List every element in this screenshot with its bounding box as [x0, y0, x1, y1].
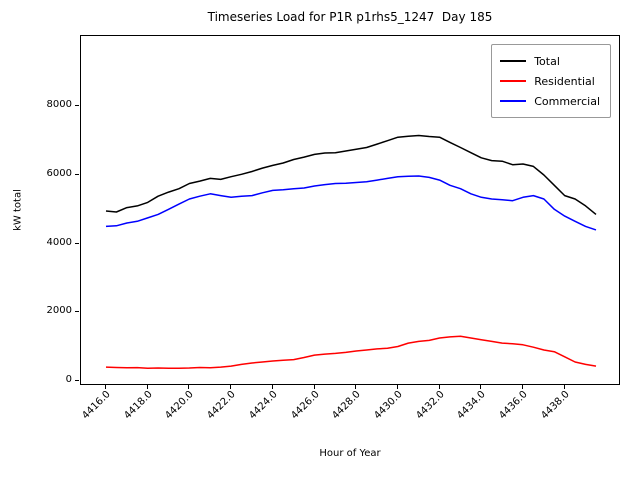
x-tick-mark [480, 385, 482, 389]
x-tick-mark [271, 385, 273, 389]
y-axis-label: kW total [12, 189, 24, 231]
legend-entry-total: Total [500, 51, 600, 71]
series-plot [105, 134, 597, 370]
x-tick-label: 4432.0 [413, 389, 447, 422]
legend-entry-commercial: Commercial [500, 91, 600, 111]
x-tick-label: 4416.0 [80, 389, 113, 422]
chart-title: Timeseries Load for P1R p1rhs5_1247 Day … [207, 10, 493, 24]
y-tick-mark [75, 242, 79, 244]
x-tick-mark [355, 385, 357, 389]
x-tick-mark [313, 385, 315, 389]
y-tick-mark [75, 311, 79, 313]
x-tick-label: 4418.0 [121, 389, 155, 422]
x-tick-label: 4426.0 [288, 389, 322, 422]
legend-label: Residential [534, 74, 595, 88]
y-tick-label: 8000 [46, 99, 72, 111]
x-tick-label: 4436.0 [497, 389, 530, 422]
x-tick-mark [522, 385, 523, 389]
x-tick-mark [146, 385, 148, 389]
x-tick-mark [105, 385, 106, 389]
series-line-commercial [105, 175, 597, 231]
legend: Total Residential Commercial [491, 44, 611, 118]
y-tick-mark [75, 174, 79, 175]
legend-label: Commercial [534, 94, 600, 108]
x-axis-label: Hour of Year [319, 448, 381, 459]
series-line-residential [105, 335, 597, 370]
legend-line-swatch [500, 60, 527, 62]
series-line-total [105, 134, 597, 215]
y-tick-label: 2000 [46, 305, 72, 317]
x-tick-label: 4422.0 [205, 389, 238, 422]
x-tick-mark [396, 385, 398, 389]
x-tick-mark [438, 385, 440, 389]
x-tick-mark [188, 385, 190, 389]
y-tick-label: 4000 [46, 236, 72, 248]
x-tick-mark [563, 385, 565, 389]
y-tick-label: 6000 [46, 168, 72, 179]
x-tick-label: 4430.0 [372, 389, 405, 422]
y-tick-label: 0 [65, 373, 72, 385]
x-tick-label: 4420.0 [163, 389, 197, 422]
legend-label: Total [534, 54, 560, 68]
x-tick-label: 4428.0 [330, 389, 363, 422]
legend-entry-residential: Residential [500, 71, 600, 91]
x-tick-mark [230, 385, 232, 389]
x-tick-label: 4434.0 [455, 389, 489, 422]
x-tick-label: 4424.0 [247, 389, 280, 422]
legend-line-swatch [500, 100, 527, 102]
plot-area: Total Residential Commercial [80, 35, 620, 385]
x-tick-label: 4438.0 [538, 389, 572, 422]
legend-line-swatch [500, 80, 527, 82]
y-tick-mark [75, 379, 79, 381]
y-tick-mark [75, 105, 79, 107]
